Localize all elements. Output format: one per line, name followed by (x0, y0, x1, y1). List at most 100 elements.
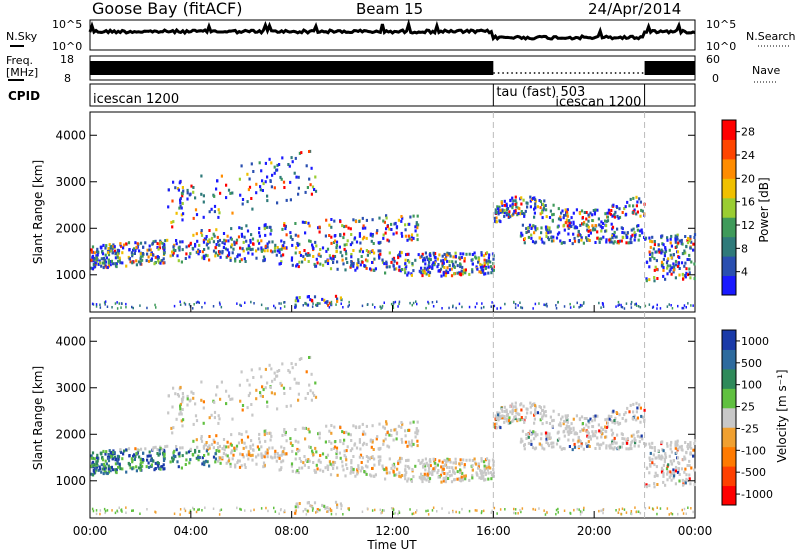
power-echo-cell (489, 265, 493, 269)
power-echo-cell (686, 258, 689, 261)
power-echo-cell (461, 272, 464, 276)
velocity-echo-cell (247, 394, 250, 398)
power-echo-cell (151, 241, 154, 245)
velocity-echo-cell (468, 458, 471, 462)
power-echo-cell (215, 228, 218, 232)
power-echo-cell (668, 248, 671, 252)
power-echo-cell (606, 219, 610, 223)
velocity-echo-cell (330, 509, 333, 512)
power-echo-cell (683, 264, 686, 268)
velocity-echo-cell (653, 449, 656, 453)
velocity-echo-cell (217, 459, 220, 463)
velocity-echo-cell (610, 415, 613, 418)
power-echo-cell (203, 237, 206, 241)
velocity-echo-cell (520, 402, 523, 406)
velocity-echo-cell (314, 446, 317, 450)
power-echo-cell (462, 252, 465, 256)
power-echo-cell (566, 214, 569, 218)
velocity-echo-cell (341, 464, 344, 468)
power-echo-cell (526, 226, 530, 230)
velocity-echo-cell (452, 461, 455, 465)
velocity-echo-cell (690, 507, 692, 510)
power-echo-cell (371, 234, 374, 238)
power-echo-cell (489, 260, 492, 264)
velocity-echo-cell (166, 444, 169, 448)
power-echo-cell (471, 258, 474, 262)
velocity-echo-cell (685, 473, 688, 477)
velocity-echo-cell (529, 405, 532, 409)
power-echo-cell (110, 249, 113, 253)
power-echo-cell (636, 210, 639, 214)
power-echo-cell (634, 235, 637, 239)
velocity-echo-cell (210, 413, 213, 417)
velocity-echo-cell (152, 446, 155, 450)
velocity-echo-cell (564, 414, 567, 418)
power-echo-cell (273, 186, 276, 190)
power-echo-cell (138, 249, 141, 253)
power-echo-cell (416, 233, 419, 237)
power-echo-cell (456, 264, 459, 268)
velocity-echo-cell (185, 451, 188, 455)
velocity-echo-cell (439, 473, 443, 477)
velocity-echo-cell (246, 378, 249, 382)
velocity-echo-cell (242, 455, 245, 459)
power-echo-cell (495, 220, 498, 224)
velocity-echo-cell (557, 511, 559, 514)
power-echo-cell (620, 305, 623, 309)
power-echo-cell (179, 300, 181, 303)
velocity-echo-cell (266, 400, 269, 404)
velocity-echo-cell (388, 471, 391, 475)
power-echo-cell (420, 266, 423, 270)
power-echo-cell (551, 218, 554, 222)
velocity-echo-cell (284, 510, 286, 514)
power-echo-cell (188, 303, 191, 306)
power-echo-cell (674, 240, 677, 244)
power-echo-cell (219, 191, 222, 195)
velocity-echo-cell (274, 510, 277, 513)
power-echo-cell (291, 160, 294, 164)
power-echo-cell (423, 269, 426, 272)
velocity-echo-cell (655, 465, 658, 469)
power-echo-cell (541, 216, 544, 220)
power-echo-cell (569, 302, 571, 306)
power-echo-cell (459, 252, 462, 256)
power-echo-cell (131, 305, 133, 309)
power-echo-cell (414, 225, 417, 229)
noise-panel-frame (89, 19, 696, 51)
power-echo-cell (220, 305, 223, 309)
velocity-echo-cell (630, 447, 633, 451)
power-echo-cell (258, 226, 261, 230)
velocity-echo-cell (664, 453, 667, 457)
power-echo-cell (505, 213, 508, 217)
velocity-echo-cell (221, 455, 224, 459)
velocity-echo-cell (306, 460, 309, 463)
velocity-echo-cell (280, 460, 283, 464)
velocity-echo-cell (424, 457, 427, 461)
power-echo-cell (481, 270, 484, 274)
velocity-echo-cell (223, 444, 226, 448)
velocity-echo-cell (426, 472, 429, 476)
velocity-echo-cell (181, 392, 184, 395)
power-echo-cell (186, 191, 189, 195)
velocity-echo-cell (393, 428, 396, 432)
power-echo-cell (437, 263, 440, 266)
power-echo-cell (223, 238, 226, 242)
velocity-echo-cell (660, 454, 663, 458)
velocity-echo-cell (200, 439, 204, 443)
velocity-echo-cell (260, 452, 263, 456)
velocity-echo-cell (361, 510, 364, 513)
power-echo-cell (289, 235, 293, 239)
velocity-echo-cell (676, 439, 679, 443)
velocity-echo-cell (459, 471, 462, 475)
velocity-echo-cell (465, 458, 468, 462)
power-echo-cell (680, 261, 684, 265)
velocity-echo-cell (393, 465, 396, 469)
power-echo-cell (219, 255, 222, 259)
power-echo-cell (687, 237, 690, 240)
velocity-echo-cell (520, 437, 523, 441)
velocity-echo-cell (195, 438, 198, 442)
velocity-echo-cell (92, 469, 95, 472)
velocity-echo-cell (330, 441, 333, 445)
velocity-echo-cell (447, 477, 450, 480)
power-echo-cell (342, 306, 344, 309)
